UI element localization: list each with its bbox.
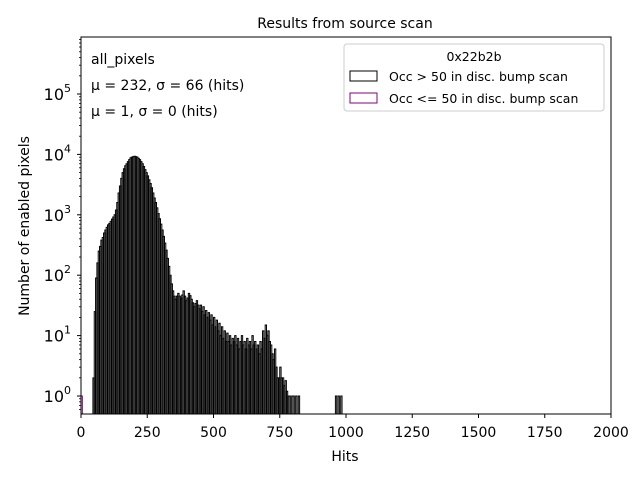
x-tick-label: 1750 [527, 425, 563, 441]
y-tick-label: 101 [44, 324, 71, 346]
x-tick-label: 0 [77, 425, 86, 441]
histogram-bin-occ-gt-50 [297, 395, 301, 414]
histogram-bin-occ-gt-50 [340, 395, 343, 414]
x-tick-label: 250 [134, 425, 161, 441]
histogram-bin-occ-gt-50 [334, 395, 338, 414]
y-tick-label: 102 [44, 263, 71, 285]
legend-frame [343, 43, 605, 112]
legend: 0x22b2b Occ > 50 in disc. bump scan Occ … [343, 43, 605, 112]
y-axis-label: Number of enabled pixels [17, 136, 33, 316]
stats-annotation-purple: μ = 1, σ = 0 (hits) [91, 104, 218, 120]
histogram-bin-occ-gt-50 [295, 395, 298, 414]
x-tick-label: 1500 [461, 425, 497, 441]
legend-swatch-occ-gt-50 [349, 70, 378, 82]
legend-title: 0x22b2b [446, 49, 501, 64]
x-tick-label: 500 [200, 425, 227, 441]
legend-label-occ-le-50: Occ <= 50 in disc. bump scan [389, 91, 578, 106]
legend-swatch-occ-le-50 [349, 92, 378, 104]
dataset-annotation: all_pixels [91, 52, 155, 68]
x-tick-label: 750 [266, 425, 293, 441]
histogram-bin-occ-gt-50 [337, 395, 340, 414]
x-axis-ticks: 0 250 500 750 1000 1250 1500 1750 2000 [77, 414, 629, 441]
x-tick-label: 1250 [394, 425, 430, 441]
y-tick-label: 100 [44, 384, 71, 406]
histogram-bin-occ-gt-50 [292, 395, 295, 414]
stats-annotation-black: μ = 232, σ = 66 (hits) [91, 78, 244, 94]
chart-title: Results from source scan [257, 16, 432, 32]
y-tick-label: 103 [44, 203, 71, 225]
y-tick-label: 105 [44, 82, 71, 104]
x-tick-label: 1000 [328, 425, 364, 441]
series-layer [81, 155, 343, 414]
x-tick-label: 2000 [593, 425, 629, 441]
x-axis-label: Hits [331, 449, 358, 465]
y-tick-label: 104 [44, 142, 71, 164]
histogram-bin-occ-gt-50 [288, 395, 291, 414]
histogram-bin-occ-le-50 [81, 395, 83, 414]
legend-label-occ-gt-50: Occ > 50 in disc. bump scan [389, 69, 568, 84]
y-axis-ticks: 100 101 102 103 104 105 [44, 82, 81, 406]
